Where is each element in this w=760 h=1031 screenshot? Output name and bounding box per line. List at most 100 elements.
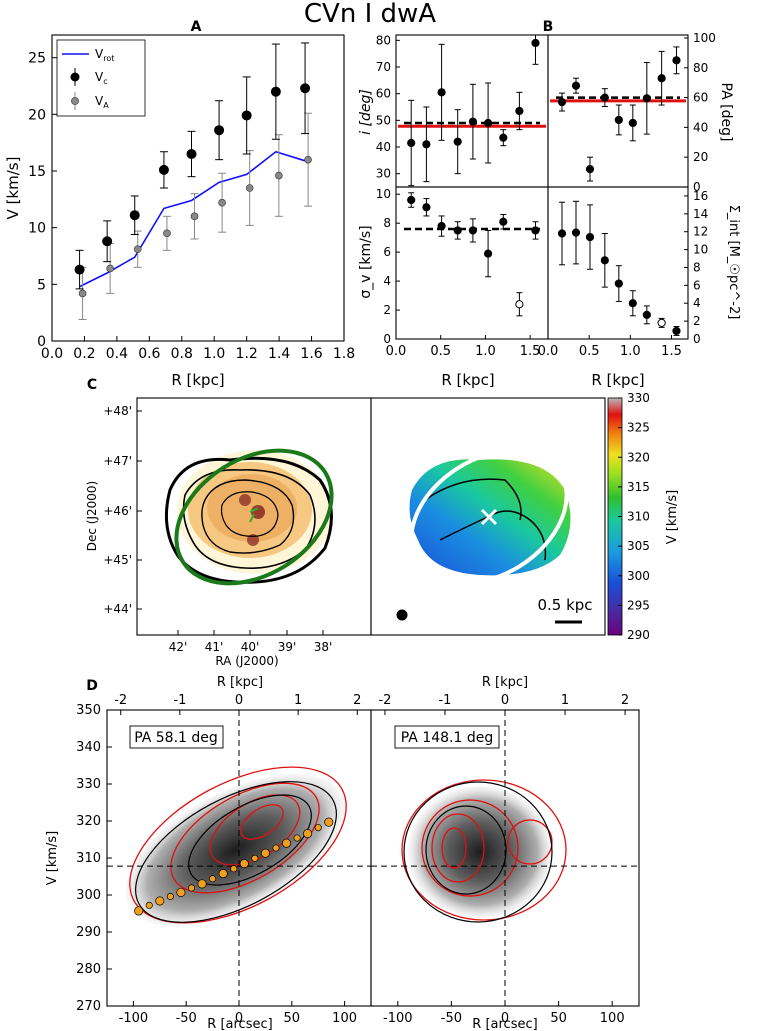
pv-y-tick-label: 310 [76,851,101,866]
surface-density-xlabel: R [kpc] [591,371,644,389]
colorbar-tick-label: 310 [627,510,650,524]
dec-tick-label: +48' [103,404,132,418]
vc-point [214,125,225,136]
pv-top-tick-label: -1 [438,693,451,708]
y-tick-label: 4 [383,274,391,288]
colorbar-tick-label: 320 [627,450,650,464]
pv-minor-emission [408,786,552,918]
pv-x-tick-label: 50 [284,1011,301,1026]
data-point [571,228,581,237]
pv-top-tick-label: 0 [501,693,509,708]
y-tick-label: 30 [376,167,391,181]
y-tick-label: 12 [693,225,708,239]
moment0-xlabel: RA (J2000) [215,654,278,668]
pv-top-tick-label: -1 [173,693,186,708]
pv-x-tick-label: -100 [119,1011,149,1026]
rotation-point [314,824,322,832]
dec-tick-label: +47' [103,454,132,468]
pv-major-model-contour-1 [129,766,347,924]
data-point [557,229,567,238]
rotation-point [230,865,238,873]
x-tick-label: 0.8 [171,346,193,362]
x-tick-label: 0.0 [386,344,407,359]
data-point [531,226,540,235]
y-tick-label: 60 [376,87,391,101]
rotation-point [303,829,313,839]
y-tick-label: 80 [693,61,708,75]
va-point [218,198,226,207]
panel-d: D PA 58.1 deg PA 148.1 deg -100 -50 0 50 100… [45,675,640,1031]
data-point [657,74,666,83]
data-point [453,226,462,235]
velocity-contour-2 [439,510,547,561]
dispersion-frame [395,186,549,340]
x-tick-label: 1.0 [203,346,225,362]
colorbar-tick-label: 295 [627,598,650,612]
data-point [600,256,609,265]
y-tick-label: 80 [376,33,391,47]
rotation-curve-xlabel: R [kpc] [171,371,224,389]
pv-minor-label: PA 148.1 deg [401,730,494,746]
y-tick-label: 0 [383,332,391,346]
y-tick-label: 8 [383,216,391,230]
y-tick-label: 15 [28,164,46,180]
rotation-point [324,817,334,827]
y-tick-label: 2 [383,303,391,317]
y-tick-label: 60 [693,91,708,105]
rotation-point [218,868,228,879]
velocity-contour-1 [424,478,522,521]
rotation-point [176,887,186,897]
y-tick-label: 70 [376,60,391,74]
x-tick-label: 1.5 [661,344,682,359]
pv-top-xlabel-right: R [kpc] [482,675,528,690]
data-point [437,88,446,97]
data-point [571,81,581,90]
position-angle-frame [547,34,689,188]
pv-y-tick-label: 330 [76,777,101,792]
velocity-field-map: 0.5 kpc [396,448,593,624]
velocity-field-frame [370,397,606,636]
moment0-center-mark [249,507,259,523]
colorbar-tick-label: 300 [627,569,650,583]
y-tick-label: 16 [693,189,708,203]
colorbar-tick-label: 290 [627,628,650,642]
rotation-point [145,901,153,909]
data-point [453,137,462,146]
pv-y-tick-label: 290 [76,925,101,940]
moment0-contour-3 [201,479,295,554]
pv-major-model-contour-4 [240,804,284,840]
rotation-point [155,896,165,906]
x-tick-label: 1.0 [620,344,641,359]
beam-marker [396,609,408,621]
moment0-fit-ellipse [174,448,334,586]
inclination-ylabel: i [deg] [358,89,374,135]
x-tick-label: 0.0 [41,346,63,362]
dec-tick-label: +44' [103,602,132,616]
x-tick-label: 0.5 [579,344,600,359]
vc-point [74,264,85,275]
data-point [437,221,446,231]
dispersion-xlabel: R [kpc] [441,371,494,389]
vc-point [186,149,197,159]
va-point [133,245,142,253]
vrot-line [79,150,306,288]
moment0-map [164,448,334,586]
y-tick-label: 20 [693,150,708,164]
va-point [190,212,199,221]
data-point [468,226,477,235]
pv-minor-model-contour-4 [441,827,467,869]
dec-tick-label: +46' [103,504,132,518]
surface-density-frame [547,186,689,340]
data-point [515,106,524,116]
vc-point [102,236,113,247]
data-point [468,117,477,126]
va-point [78,289,87,298]
pv-major-model-contour-2 [170,782,320,894]
pv-major-label: PA 58.1 deg [134,730,218,746]
rotation-point [197,879,207,889]
pv-y-tick-label: 270 [76,999,101,1014]
rotation-point [166,892,174,901]
y-tick-label: 2 [693,314,701,328]
pv-y-tick-label: 320 [76,814,101,829]
panel-a-label: A [191,19,202,35]
